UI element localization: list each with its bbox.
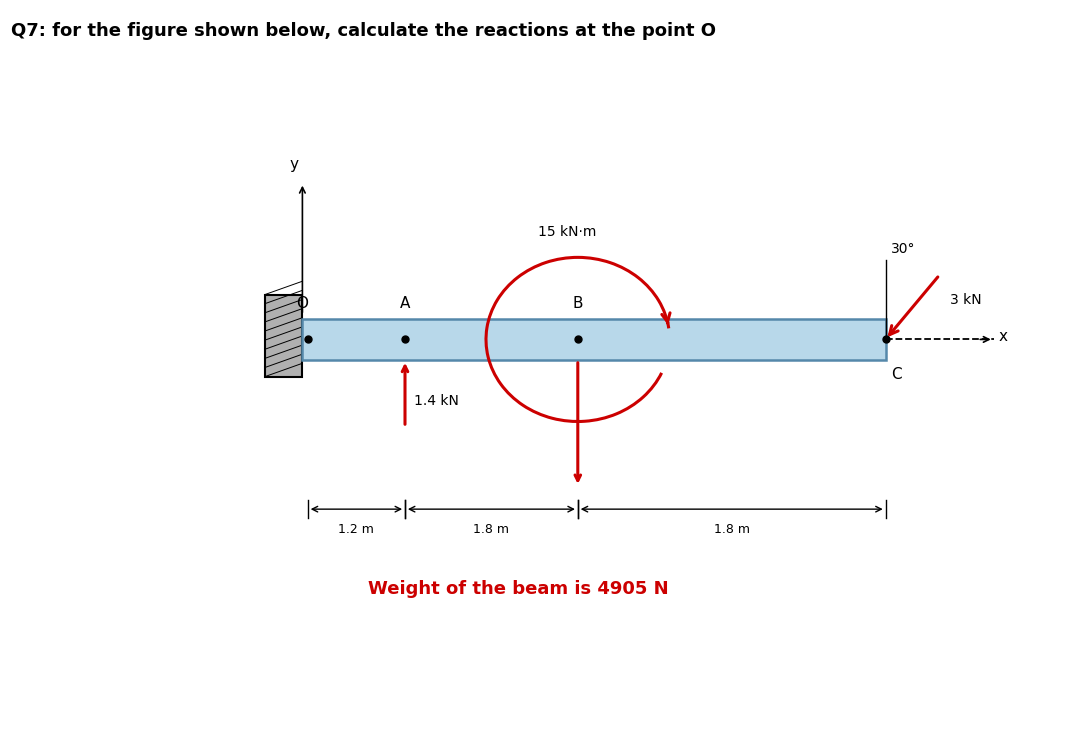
Text: 1.8 m: 1.8 m bbox=[473, 522, 510, 536]
Text: 15 kN·m: 15 kN·m bbox=[538, 225, 596, 239]
Text: O: O bbox=[296, 296, 309, 312]
Text: 1.4 kN: 1.4 kN bbox=[414, 394, 459, 408]
Text: C: C bbox=[891, 367, 902, 383]
Bar bbox=[265, 295, 302, 377]
Text: 3 kN: 3 kN bbox=[950, 292, 982, 307]
Text: x: x bbox=[999, 329, 1008, 344]
Text: Weight of the beam is 4905 N: Weight of the beam is 4905 N bbox=[368, 580, 669, 598]
Text: 1.2 m: 1.2 m bbox=[338, 522, 375, 536]
Text: y: y bbox=[289, 157, 298, 172]
Text: 1.8 m: 1.8 m bbox=[714, 522, 750, 536]
Text: A: A bbox=[400, 296, 410, 312]
Text: B: B bbox=[572, 296, 583, 312]
Text: 30°: 30° bbox=[891, 242, 916, 256]
Bar bbox=[302, 319, 886, 360]
Text: Q7: for the figure shown below, calculate the reactions at the point O: Q7: for the figure shown below, calculat… bbox=[11, 22, 716, 40]
